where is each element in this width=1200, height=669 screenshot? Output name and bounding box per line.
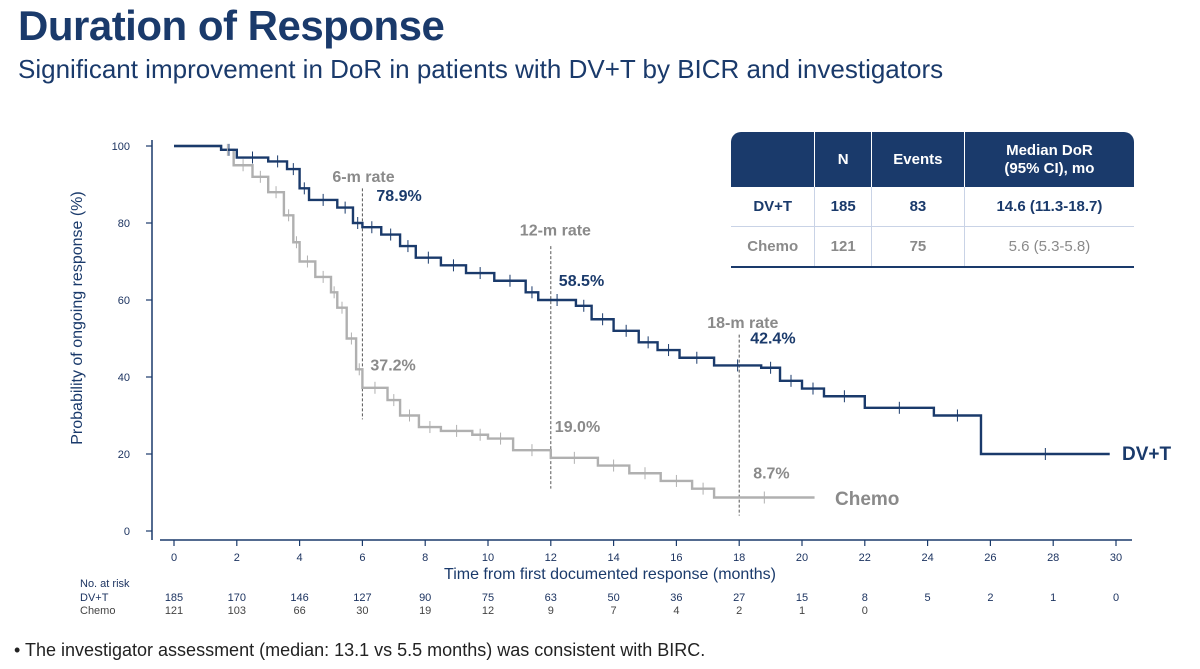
y-tick-label: 60 xyxy=(118,295,130,307)
page-subtitle: Significant improvement in DoR in patien… xyxy=(18,54,944,84)
x-tick-label: 8 xyxy=(422,552,428,564)
y-tick-label: 0 xyxy=(124,526,130,538)
risk-table-value: 127 xyxy=(353,592,371,604)
x-tick-label: 2 xyxy=(234,552,240,564)
risk-table-value: 121 xyxy=(165,605,183,617)
chart-annotation: 12-m rate xyxy=(520,223,591,240)
x-tick-label: 30 xyxy=(1110,552,1122,564)
risk-table-value: 30 xyxy=(356,605,368,617)
median-cell: 14.6 (11.3-18.7) xyxy=(963,187,1134,227)
header-cell xyxy=(731,132,815,187)
x-tick-label: 12 xyxy=(545,552,557,564)
risk-table-row-label: Chemo xyxy=(80,605,115,617)
risk-table-row-label: DV+T xyxy=(80,592,109,604)
risk-table-value: 12 xyxy=(482,605,494,617)
x-tick-label: 10 xyxy=(482,552,494,564)
risk-table-value: 27 xyxy=(733,592,745,604)
y-axis-label: Probability of ongoing response (%) xyxy=(69,191,86,444)
risk-table-value: 146 xyxy=(290,592,308,604)
risk-table-value: 50 xyxy=(607,592,619,604)
risk-table-value: 2 xyxy=(987,592,993,604)
x-tick-label: 18 xyxy=(733,552,745,564)
y-tick-label: 20 xyxy=(118,449,130,461)
n-cell: 121 xyxy=(814,226,872,268)
arm-cell: Chemo xyxy=(731,226,815,268)
risk-table-value: 2 xyxy=(736,605,742,617)
risk-table-value: 19 xyxy=(419,605,431,617)
chart-annotation: 6-m rate xyxy=(332,169,394,186)
y-tick-label: 100 xyxy=(112,141,130,153)
risk-table-value: 103 xyxy=(228,605,246,617)
header-cell: Median DoR (95% CI), mo xyxy=(963,132,1134,187)
risk-table-value: 0 xyxy=(1113,592,1119,604)
summary-table: N Events Median DoR (95% CI), mo DV+T 18… xyxy=(731,132,1134,268)
risk-table-title: No. at risk xyxy=(80,578,130,590)
risk-table-value: 8 xyxy=(862,592,868,604)
x-tick-label: 22 xyxy=(859,552,871,564)
chart-annotation: 37.2% xyxy=(370,357,415,374)
arm-cell: DV+T xyxy=(731,187,815,227)
risk-table-value: 75 xyxy=(482,592,494,604)
median-cell: 5.6 (5.3-5.8) xyxy=(963,226,1134,268)
chart-annotation: 18-m rate xyxy=(707,315,778,332)
chart-annotation: 58.5% xyxy=(559,273,604,290)
risk-table-value: 7 xyxy=(611,605,617,617)
chart-annotation: 19.0% xyxy=(555,419,600,436)
page-title: Duration of Response xyxy=(18,2,445,49)
x-tick-label: 26 xyxy=(984,552,996,564)
events-cell: 83 xyxy=(870,187,965,227)
risk-table-value: 90 xyxy=(419,592,431,604)
x-tick-label: 14 xyxy=(607,552,619,564)
chart-annotation: 42.4% xyxy=(750,331,795,348)
risk-table-value: 170 xyxy=(228,592,246,604)
x-tick-label: 4 xyxy=(297,552,303,564)
risk-table-value: 36 xyxy=(670,592,682,604)
n-cell: 185 xyxy=(814,187,872,227)
x-tick-label: 16 xyxy=(670,552,682,564)
risk-table-value: 185 xyxy=(165,592,183,604)
x-tick-label: 20 xyxy=(796,552,808,564)
y-tick-label: 40 xyxy=(118,372,130,384)
x-tick-label: 6 xyxy=(359,552,365,564)
x-axis-label: Time from first documented response (mon… xyxy=(444,566,776,583)
chart-annotation: 8.7% xyxy=(753,465,789,482)
risk-table-value: 1 xyxy=(1050,592,1056,604)
series-label-dvt: DV+T xyxy=(1122,444,1171,465)
series-label-chemo: Chemo xyxy=(835,489,899,510)
risk-table-value: 5 xyxy=(925,592,931,604)
footnote: • The investigator assessment (median: 1… xyxy=(14,640,706,660)
risk-table-value: 66 xyxy=(293,605,305,617)
header-cell: N xyxy=(814,132,872,187)
y-tick-label: 80 xyxy=(118,218,130,230)
risk-table-value: 0 xyxy=(862,605,868,617)
table-row: DV+T 185 83 14.6 (11.3-18.7) xyxy=(731,187,1134,227)
risk-table-value: 63 xyxy=(545,592,557,604)
risk-table-value: 1 xyxy=(799,605,805,617)
risk-table-value: 15 xyxy=(796,592,808,604)
x-tick-label: 0 xyxy=(171,552,177,564)
header-cell: Events xyxy=(870,132,965,187)
risk-table-value: 4 xyxy=(673,605,679,617)
x-tick-label: 24 xyxy=(921,552,933,564)
table-row: Chemo 121 75 5.6 (5.3-5.8) xyxy=(731,226,1134,268)
summary-table-header: N Events Median DoR (95% CI), mo xyxy=(731,132,1134,187)
x-tick-label: 28 xyxy=(1047,552,1059,564)
risk-table-value: 9 xyxy=(548,605,554,617)
events-cell: 75 xyxy=(870,226,965,268)
chart-annotation: 78.9% xyxy=(376,188,421,205)
